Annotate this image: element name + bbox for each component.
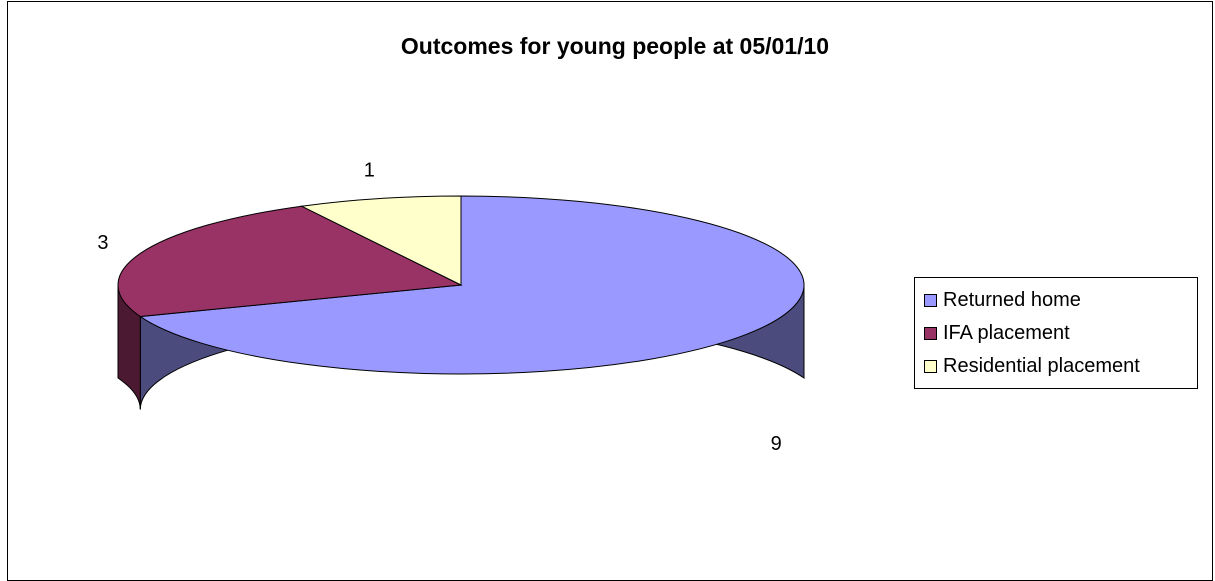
legend-label: Residential placement: [943, 355, 1140, 377]
legend-item-residential-placement: Residential placement: [915, 350, 1197, 383]
legend: Returned home IFA placement Residential …: [914, 277, 1198, 389]
legend-item-returned-home: Returned home: [915, 284, 1197, 317]
legend-swatch-residential-placement: [924, 360, 937, 373]
data-label-residential-placement: 1: [364, 160, 375, 182]
chart-title: Outcomes for young people at 05/01/10: [400, 33, 830, 59]
data-label-returned-home: 9: [771, 433, 782, 455]
pie-top: [117, 195, 805, 375]
pie-slice-residential-placement: [299, 195, 462, 286]
legend-label: Returned home: [943, 289, 1081, 311]
legend-swatch-ifa-placement: [924, 327, 937, 340]
data-labels: 9 3 1: [97, 160, 781, 455]
legend-swatch-returned-home: [924, 294, 937, 307]
pie-slice-returned-home: [138, 195, 805, 375]
legend-label: IFA placement: [943, 322, 1070, 344]
legend-item-ifa-placement: IFA placement: [915, 317, 1197, 350]
data-label-ifa-placement: 3: [97, 232, 108, 254]
pie-slice-ifa-placement: [117, 205, 463, 318]
